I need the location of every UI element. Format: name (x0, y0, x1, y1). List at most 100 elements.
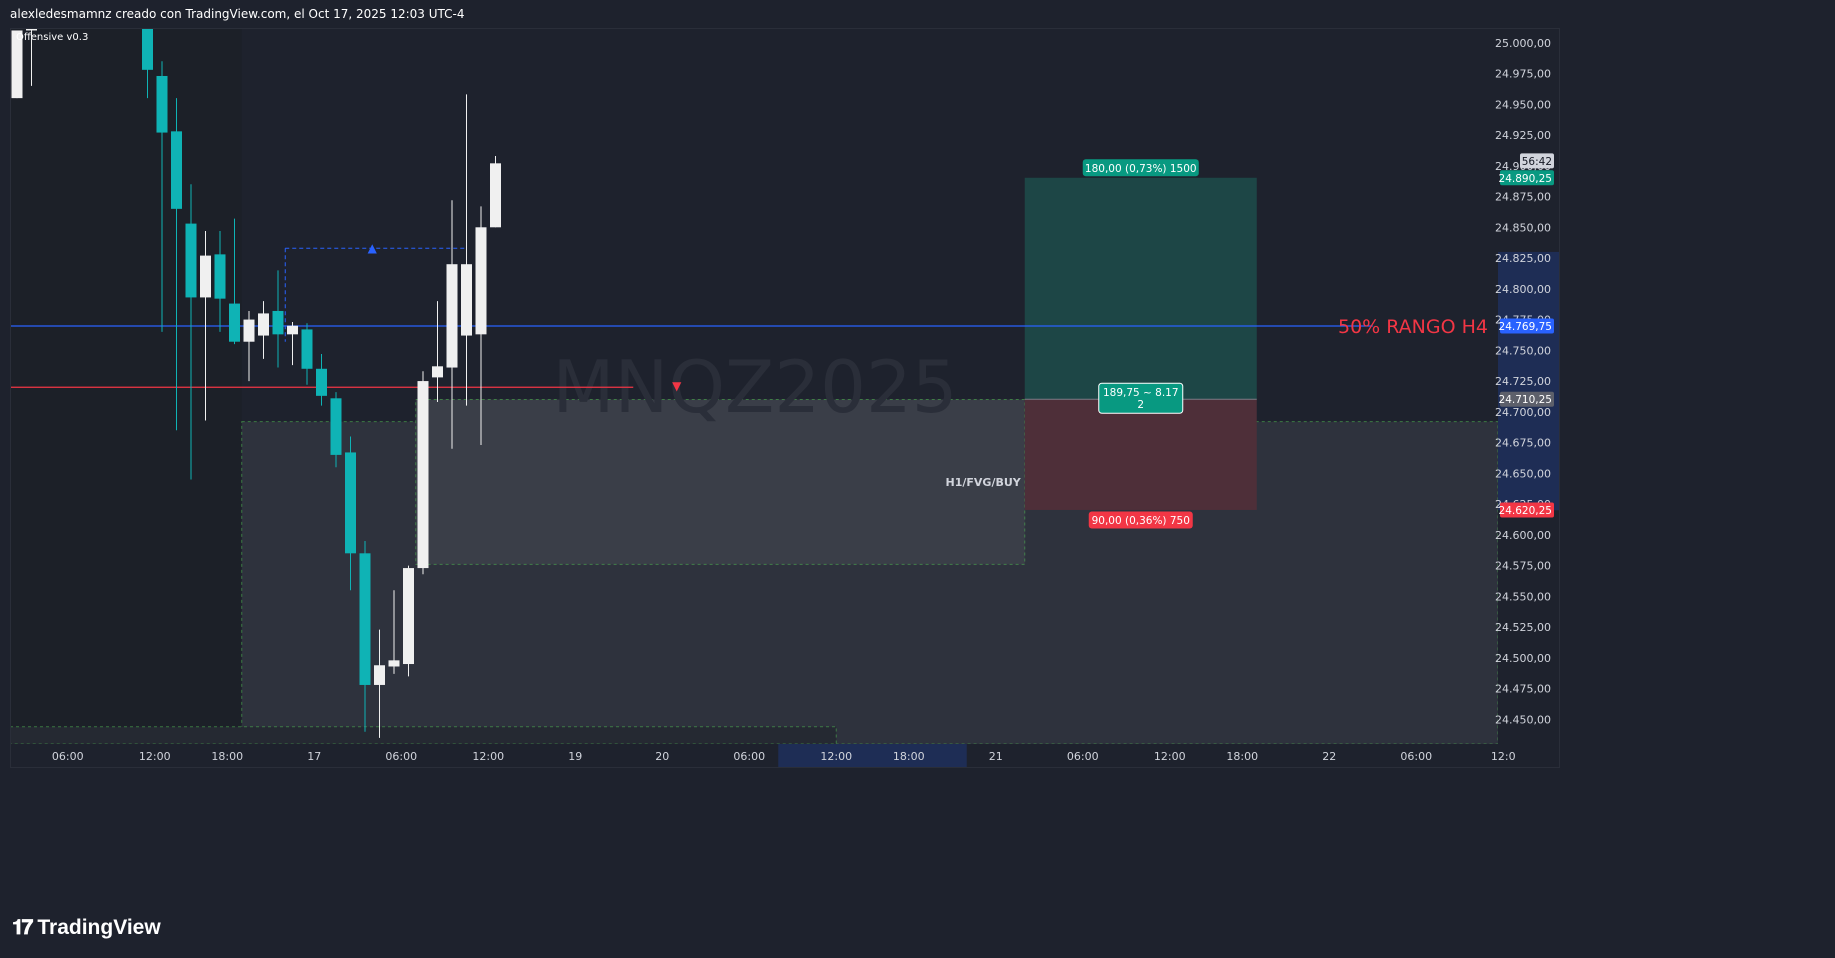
entry-label-bg (1098, 382, 1184, 414)
candle-body (417, 381, 429, 569)
candle-body (185, 223, 197, 298)
time-tick-label: 17 (307, 750, 321, 763)
candle-body (388, 660, 400, 667)
price-tick-label: 24.475,00 (1495, 683, 1551, 696)
time-tick-label: 06:00 (52, 750, 84, 763)
price-tick-label: 24.600,00 (1495, 529, 1551, 542)
target-label-text: 180,00 (0,73%) 1500 (1085, 163, 1197, 175)
price-tick-label: 24.525,00 (1495, 621, 1551, 634)
time-tick-label: 06:00 (385, 750, 417, 763)
candle-body (200, 255, 211, 298)
chart-area[interactable]: H1/FVG/BUY MNQZ2025 50% RANGO H4 ▲ ▼ Offensiv… (10, 28, 1825, 900)
candle-body (374, 665, 385, 685)
price-tick-label: 24.800,00 (1495, 283, 1551, 296)
price-badge-text: 24.769,75 (1499, 321, 1552, 333)
candle-body (359, 553, 371, 685)
price-badge (1500, 502, 1554, 518)
candle-body (142, 28, 153, 70)
price-tick-label: 24.700,00 (1495, 406, 1551, 419)
price-badge-text: 56:42 (1522, 156, 1552, 168)
time-axis-highlight (778, 744, 967, 768)
horizontal-line-label: 50% RANGO H4 (1338, 316, 1488, 338)
time-axis (10, 744, 1498, 768)
candle-body (258, 313, 269, 336)
entry-label-text: 2 (1137, 399, 1144, 411)
price-badge (1520, 153, 1554, 169)
stop-label-bg (1088, 511, 1193, 529)
candle-body (26, 28, 37, 31)
price-badge-text: 24.620,25 (1499, 505, 1552, 517)
brand-name: TradingView (37, 916, 161, 939)
zone-bottom-dashed (10, 726, 837, 744)
price-tick-label: 24.500,00 (1495, 652, 1551, 665)
candle-body (316, 368, 327, 396)
candle-body (490, 163, 501, 228)
time-tick-label: 06:00 (1067, 750, 1099, 763)
price-badge-text: 24.890,25 (1499, 173, 1552, 185)
price-tick-label: 24.875,00 (1495, 191, 1551, 204)
time-tick-label: 12:00 (1154, 750, 1186, 763)
price-tick-label: 24.825,00 (1495, 252, 1551, 265)
time-tick-label: 12:00 (820, 750, 852, 763)
chart-border (10, 28, 1560, 768)
time-tick-label: 12:00 (139, 750, 171, 763)
zone-label: H1/FVG/BUY (946, 476, 1022, 489)
time-tick-label: 22 (1322, 750, 1336, 763)
price-tick-label: 25.000,00 (1495, 37, 1551, 50)
time-tick-label: 19 (568, 750, 582, 763)
stop-label-text: 90,00 (0,36%) 750 (1092, 515, 1190, 527)
time-tick-label: 06:00 (733, 750, 765, 763)
chart-title: alexledesmamnz creado con TradingView.co… (10, 7, 465, 21)
time-tick-label: 12:0 (1491, 750, 1516, 763)
price-badge (1500, 391, 1554, 407)
candle-body (272, 310, 284, 335)
price-tick-label: 24.850,00 (1495, 221, 1551, 234)
price-tick-label: 24.925,00 (1495, 129, 1551, 142)
chart-header: alexledesmamnz creado con TradingView.co… (0, 0, 1835, 28)
time-tick-label: 18:00 (1226, 750, 1258, 763)
candle-body (432, 366, 443, 378)
footer: ⁠𝟏𝟕 TradingView (0, 900, 1835, 958)
price-tick-label: 24.575,00 (1495, 560, 1551, 573)
price-tick-label: 24.650,00 (1495, 467, 1551, 480)
indicator-label: Offensive v0.3 (16, 32, 88, 43)
price-tick-label: 24.750,00 (1495, 344, 1551, 357)
price-tick-label: 24.675,00 (1495, 437, 1551, 450)
candle-body (461, 264, 472, 336)
target-label-bg (1082, 159, 1199, 177)
candle-body (330, 398, 342, 455)
candle-body (171, 131, 182, 209)
candle-body (475, 227, 487, 335)
session-shade (10, 28, 242, 744)
price-axis-highlight (1498, 251, 1560, 511)
time-tick-label: 18:00 (211, 750, 243, 763)
down-arrow-icon: ▼ (672, 379, 682, 393)
candle-body (345, 452, 356, 554)
zone-loss (1024, 399, 1257, 510)
candle-body (156, 75, 168, 133)
zone-fvg-h1 (415, 399, 1025, 565)
up-arrow-icon: ▲ (368, 241, 378, 255)
entry-label-text: 189,75 ~ 8.17 (1103, 387, 1179, 399)
price-badge (1500, 170, 1554, 186)
candle-body (301, 329, 313, 369)
time-tick-label: 21 (989, 750, 1003, 763)
time-tick-label: 12:00 (472, 750, 504, 763)
candle-body (229, 303, 240, 342)
price-tick-label: 24.975,00 (1495, 68, 1551, 81)
candle-body (287, 325, 298, 335)
price-tick-label: 24.550,00 (1495, 590, 1551, 603)
candle-body (214, 254, 226, 299)
candle-body (11, 30, 23, 99)
price-tick-label: 24.725,00 (1495, 375, 1551, 388)
price-tick-label: 24.950,00 (1495, 98, 1551, 111)
tradingview-logo[interactable]: ⁠𝟏𝟕 TradingView (12, 916, 161, 940)
candle-body (446, 264, 458, 368)
candle-body (403, 568, 414, 665)
price-tick-label: 24.450,00 (1495, 713, 1551, 726)
time-tick-label: 06:00 (1400, 750, 1432, 763)
price-badge-text: 24.710,25 (1499, 394, 1552, 406)
tradingview-logo-icon: ⁠𝟏𝟕 (12, 916, 33, 939)
time-tick-label: 20 (655, 750, 669, 763)
